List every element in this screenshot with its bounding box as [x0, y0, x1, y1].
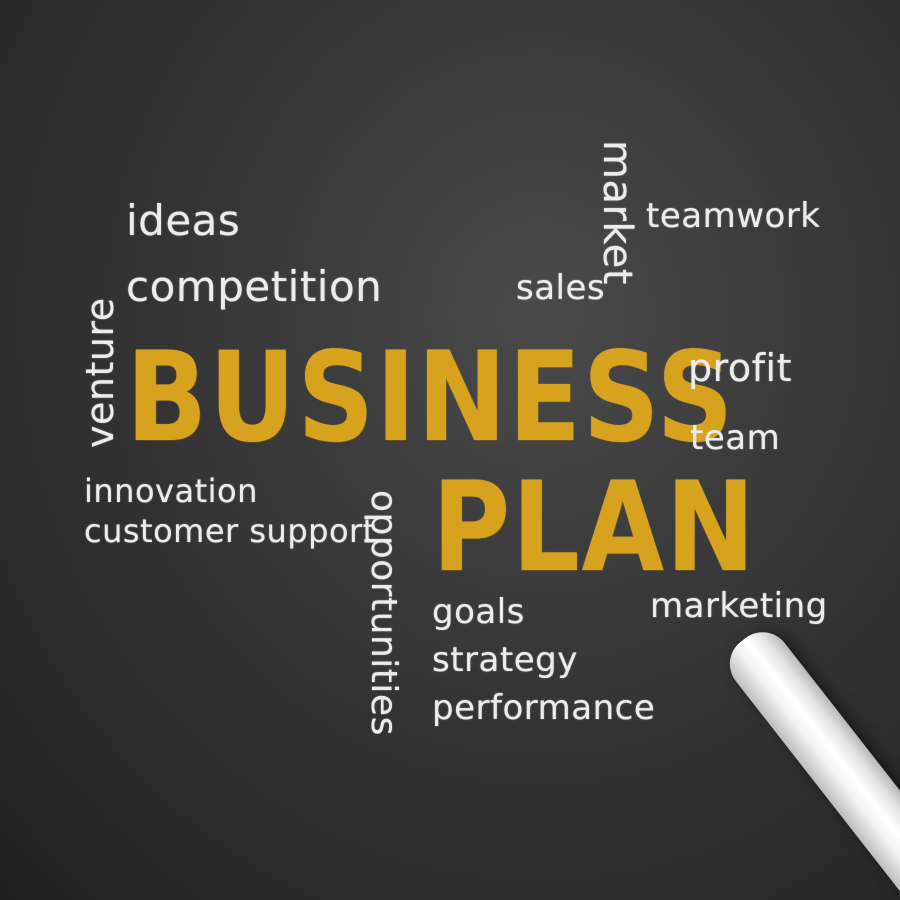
- word-innovation: innovation: [84, 472, 258, 510]
- word-marketing: marketing: [650, 586, 828, 626]
- word-profit: profit: [688, 346, 792, 390]
- word-teamwork: teamwork: [646, 196, 821, 236]
- word-customer-support: customer support: [84, 512, 376, 550]
- word-sales: sales: [516, 268, 606, 308]
- word-opportunities: opportunities: [363, 490, 404, 736]
- word-team: team: [690, 418, 781, 458]
- word-strategy: strategy: [432, 640, 578, 680]
- word-competition: competition: [126, 262, 383, 311]
- title-business: BUSINESS: [126, 326, 736, 470]
- word-ideas: ideas: [126, 196, 241, 245]
- word-market: market: [594, 140, 640, 285]
- title-plan: PLAN: [432, 456, 757, 600]
- word-venture: venture: [78, 297, 122, 448]
- chalk-stick: [718, 620, 900, 900]
- word-goals: goals: [432, 592, 525, 632]
- word-performance: performance: [432, 688, 656, 728]
